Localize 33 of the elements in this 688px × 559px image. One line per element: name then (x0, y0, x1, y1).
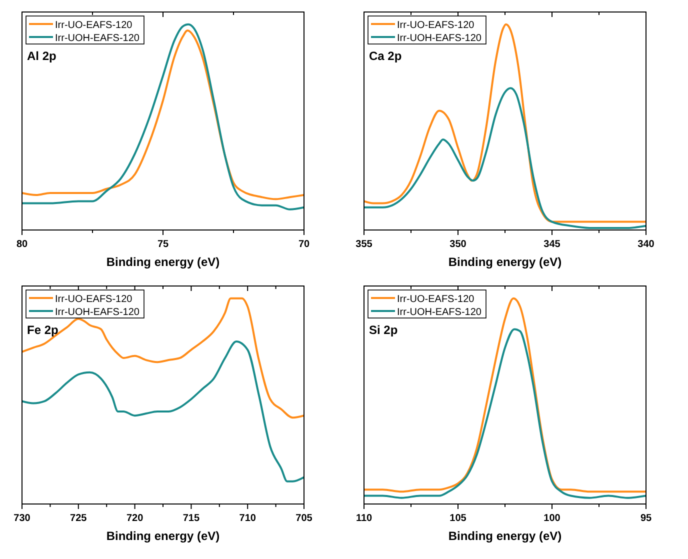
x-tick-label: 70 (298, 239, 310, 250)
x-tick-label: 730 (14, 513, 31, 524)
x-tick-label: 345 (544, 239, 561, 250)
annotation: Ca 2p (369, 49, 402, 63)
legend-label: Irr-UO-EAFS-120 (397, 20, 475, 31)
x-tick-label: 100 (544, 513, 561, 524)
x-axis-title: Binding energy (eV) (448, 529, 562, 543)
annotation: Si 2p (369, 323, 398, 337)
legend-label: Irr-UO-EAFS-120 (55, 294, 133, 305)
legend-label: Irr-UOH-EAFS-120 (55, 33, 140, 44)
x-tick-label: 105 (450, 513, 467, 524)
x-tick-label: 75 (157, 239, 169, 250)
x-tick-label: 340 (638, 239, 655, 250)
legend-label: Irr-UO-EAFS-120 (55, 20, 133, 31)
x-tick-label: 720 (126, 513, 144, 524)
legend-label: Irr-UOH-EAFS-120 (55, 307, 140, 318)
x-tick-label: 710 (239, 513, 256, 524)
x-tick-label: 80 (16, 239, 28, 250)
x-tick-label: 350 (450, 239, 467, 250)
legend-label: Irr-UOH-EAFS-120 (397, 307, 482, 318)
x-tick-label: 355 (356, 239, 373, 250)
annotation: Fe 2p (27, 323, 58, 337)
x-tick-label: 705 (296, 513, 313, 524)
annotation: Al 2p (27, 49, 56, 63)
x-tick-label: 110 (356, 513, 372, 524)
legend-label: Irr-UO-EAFS-120 (397, 294, 475, 305)
x-axis-title: Binding energy (eV) (106, 529, 220, 543)
x-tick-label: 715 (182, 513, 200, 524)
x-tick-label: 725 (70, 513, 88, 524)
x-tick-label: 95 (640, 513, 652, 524)
legend-label: Irr-UOH-EAFS-120 (397, 33, 482, 44)
x-axis-title: Binding energy (eV) (448, 255, 562, 269)
x-axis-title: Binding energy (eV) (106, 255, 220, 269)
